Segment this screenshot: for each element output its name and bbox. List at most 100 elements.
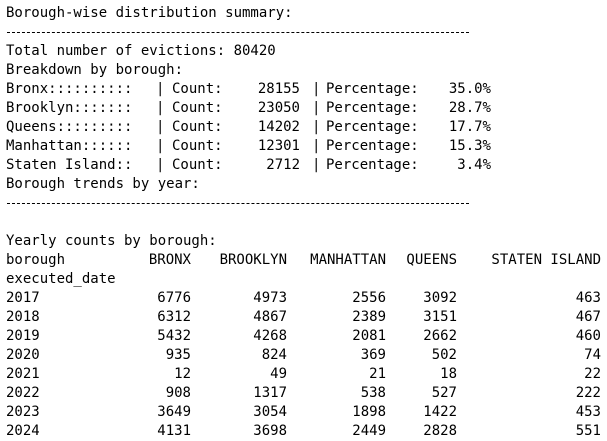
column-header-queens: QUEENS <box>406 252 457 268</box>
count-value: 14202 <box>257 119 300 135</box>
borough-breakdown-row: Bronx:::::::::: | Count: 28155 | Percentage: 3… <box>6 80 607 99</box>
borough-breakdown-row: Brooklyn::::::: | Count: 23050 | Percentage: 2… <box>6 99 607 118</box>
column-header-manhattan: MANHATTAN <box>310 252 386 268</box>
column-separator: | <box>312 100 321 116</box>
percentage-value: 3.4% <box>457 157 491 173</box>
cell-bronx: 6776 <box>157 290 191 306</box>
table-row: 2018 6312 4867 2389 3151 467 <box>6 308 607 327</box>
count-value: 23050 <box>257 100 300 116</box>
yearly-heading: Yearly counts by borough: <box>6 233 217 249</box>
cell-brooklyn: 49 <box>270 366 287 382</box>
cell-bronx: 3649 <box>157 404 191 420</box>
borough-name: Manhattan:::::: <box>6 138 133 154</box>
total-evictions-line: Total number of evictions: 80420 <box>6 43 276 59</box>
cell-staten-island: 467 <box>575 309 601 325</box>
year-cell: 2022 <box>6 385 40 401</box>
percentage-label: Percentage: <box>326 100 419 116</box>
column-header-staten-island: STATEN ISLAND <box>491 252 601 268</box>
borough-name: Staten Island:: <box>6 157 133 173</box>
borough-name: Brooklyn::::::: <box>6 100 133 116</box>
count-label: Count: <box>172 100 223 116</box>
borough-breakdown-row: Manhattan:::::: | Count: 12301 | Percentage: 1… <box>6 137 607 156</box>
cell-staten-island: 460 <box>575 328 601 344</box>
cell-brooklyn: 4268 <box>253 328 287 344</box>
index-header: borough <box>6 252 66 268</box>
table-row: 2020 935 824 369 502 74 <box>6 346 607 365</box>
column-separator: | <box>156 81 165 97</box>
cell-bronx: 12 <box>174 366 191 382</box>
index-name: executed_date <box>6 271 116 287</box>
summary-title: Borough-wise distribution summary: <box>6 5 293 21</box>
column-header-bronx: BRONX <box>148 252 191 268</box>
column-separator: | <box>312 138 321 154</box>
cell-manhattan: 538 <box>360 385 386 401</box>
trends-heading: Borough trends by year: <box>6 176 200 192</box>
count-label: Count: <box>172 138 223 154</box>
table-row: 2024 4131 3698 2449 2828 551 <box>6 422 607 441</box>
cell-staten-island: 222 <box>575 385 601 401</box>
cell-brooklyn: 3054 <box>253 404 287 420</box>
cell-manhattan: 2449 <box>352 423 386 439</box>
cell-bronx: 5432 <box>157 328 191 344</box>
column-separator: | <box>156 100 165 116</box>
cell-manhattan: 2081 <box>352 328 386 344</box>
terminal-output: Borough-wise distribution summary: Total… <box>6 5 607 439</box>
yearly-table-body: 2017 6776 4973 2556 3092 463 2018 6312 4867 2389 3… <box>6 289 607 441</box>
table-row: 2021 12 49 21 18 22 <box>6 365 607 384</box>
count-value: 2712 <box>266 157 300 173</box>
separator-line <box>6 194 607 213</box>
percentage-value: 28.7% <box>448 100 491 116</box>
table-row: 2022 908 1317 538 527 222 <box>6 384 607 403</box>
count-label: Count: <box>172 119 223 135</box>
column-separator: | <box>156 119 165 135</box>
cell-bronx: 4131 <box>157 423 191 439</box>
percentage-label: Percentage: <box>326 119 419 135</box>
cell-queens: 1422 <box>423 404 457 420</box>
cell-queens: 3092 <box>423 290 457 306</box>
cell-manhattan: 2556 <box>352 290 386 306</box>
percentage-value: 35.0% <box>448 81 491 97</box>
cell-brooklyn: 824 <box>261 347 287 363</box>
cell-queens: 527 <box>431 385 457 401</box>
percentage-label: Percentage: <box>326 81 419 97</box>
percentage-value: 15.3% <box>448 138 491 154</box>
cell-staten-island: 74 <box>584 347 601 363</box>
cell-manhattan: 1898 <box>352 404 386 420</box>
percentage-label: Percentage: <box>326 157 419 173</box>
cell-manhattan: 21 <box>369 366 386 382</box>
column-header-brooklyn: BROOKLYN <box>219 252 287 268</box>
cell-staten-island: 463 <box>575 290 601 306</box>
cell-queens: 2662 <box>423 328 457 344</box>
blank-line <box>6 213 607 232</box>
year-cell: 2021 <box>6 366 40 382</box>
percentage-label: Percentage: <box>326 138 419 154</box>
table-row: 2017 6776 4973 2556 3092 463 <box>6 289 607 308</box>
cell-queens: 502 <box>431 347 457 363</box>
count-value: 12301 <box>257 138 300 154</box>
year-cell: 2019 <box>6 328 40 344</box>
year-cell: 2024 <box>6 423 40 439</box>
column-separator: | <box>312 81 321 97</box>
column-separator: | <box>312 119 321 135</box>
borough-name: Bronx:::::::::: <box>6 81 133 97</box>
cell-queens: 18 <box>440 366 457 382</box>
breakdown-heading: Breakdown by borough: <box>6 62 184 78</box>
column-separator: | <box>156 138 165 154</box>
year-cell: 2023 <box>6 404 40 420</box>
cell-manhattan: 2389 <box>352 309 386 325</box>
cell-brooklyn: 1317 <box>253 385 287 401</box>
year-cell: 2020 <box>6 347 40 363</box>
borough-breakdown-list: Bronx:::::::::: | Count: 28155 | Percentage: 3… <box>6 80 607 175</box>
year-cell: 2018 <box>6 309 40 325</box>
table-row: 2019 5432 4268 2081 2662 460 <box>6 327 607 346</box>
borough-breakdown-row: Queens::::::::: | Count: 14202 | Percentage: 1… <box>6 118 607 137</box>
cell-staten-island: 453 <box>575 404 601 420</box>
percentage-value: 17.7% <box>448 119 491 135</box>
count-value: 28155 <box>257 81 300 97</box>
cell-bronx: 935 <box>165 347 191 363</box>
cell-staten-island: 551 <box>575 423 601 439</box>
cell-brooklyn: 4867 <box>253 309 287 325</box>
cell-staten-island: 22 <box>584 366 601 382</box>
cell-brooklyn: 3698 <box>253 423 287 439</box>
column-separator: | <box>156 157 165 173</box>
